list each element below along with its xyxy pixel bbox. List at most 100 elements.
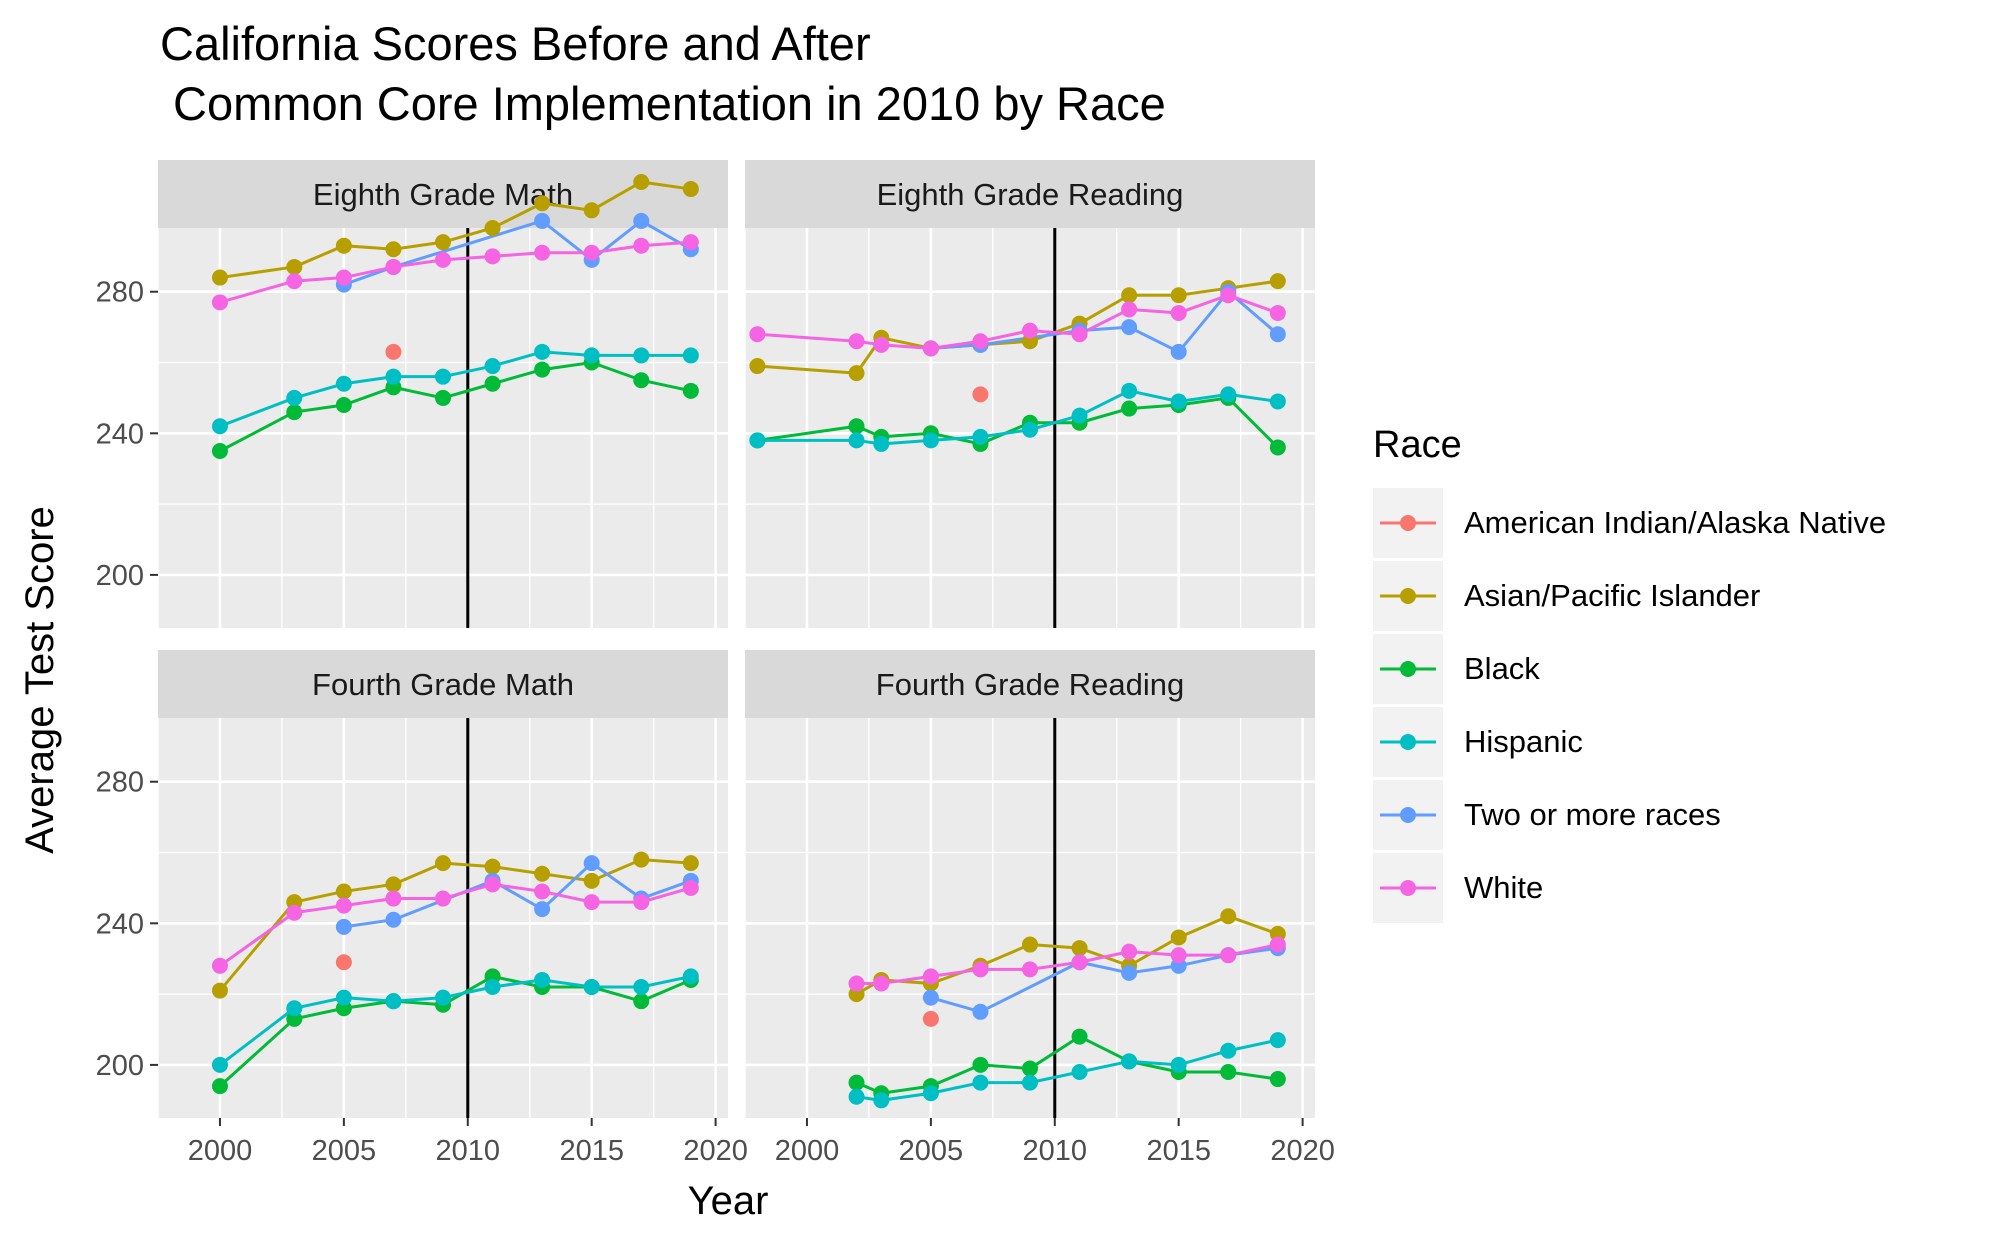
- data-point: [335, 954, 352, 971]
- legend-label: Hispanic: [1464, 724, 1583, 759]
- data-point: [848, 418, 865, 435]
- data-point: [1121, 382, 1138, 399]
- data-point: [484, 220, 501, 236]
- legend-key-point: [1400, 661, 1416, 677]
- y-tick-label: 240: [96, 418, 144, 450]
- data-point: [633, 894, 650, 911]
- data-point: [848, 975, 865, 992]
- data-point: [848, 1074, 865, 1091]
- panel-strip: [158, 160, 728, 228]
- data-point: [873, 336, 890, 353]
- panel-background: [158, 228, 728, 628]
- series-line: [855, 914, 1279, 996]
- x-tick-label: 2020: [683, 1135, 748, 1167]
- data-point: [583, 979, 600, 996]
- series-line: [219, 180, 692, 280]
- data-point: [848, 432, 865, 449]
- y-tick-label: 200: [96, 560, 144, 592]
- x-axis-ticks: 2000 2005 2010 2015 2020 2000 2005 2010 2015 2020: [188, 1118, 1335, 1167]
- y-tick-label: 240: [96, 908, 144, 940]
- x-tick-label: 2000: [775, 1135, 840, 1167]
- legend-item: Black: [1373, 634, 1540, 704]
- x-tick-label: 2010: [436, 1135, 501, 1167]
- legend-item: Asian/Pacific Islander: [1373, 561, 1760, 631]
- data-point: [1121, 287, 1138, 304]
- panel: Eighth Grade Reading: [744, 160, 1315, 628]
- panel-background: [745, 718, 1315, 1118]
- data-point: [335, 237, 352, 254]
- data-point: [1220, 1042, 1237, 1059]
- data-point: [633, 851, 650, 868]
- data-point: [1022, 961, 1038, 978]
- data-point: [749, 358, 766, 375]
- data-point: [534, 343, 551, 360]
- data-point: [922, 1085, 939, 1102]
- data-point: [1022, 936, 1038, 953]
- data-point: [484, 248, 501, 265]
- data-point: [1022, 1060, 1038, 1077]
- data-point: [583, 202, 600, 219]
- legend-item: Hispanic: [1373, 707, 1583, 777]
- x-tick-label: 2005: [312, 1135, 377, 1167]
- data-point: [211, 957, 228, 974]
- data-point: [1121, 301, 1138, 318]
- series-line: [219, 240, 691, 304]
- data-point: [633, 212, 650, 229]
- panel-background: [158, 718, 728, 1118]
- data-point: [435, 389, 451, 406]
- y-tick-label: 280: [96, 277, 144, 309]
- legend-key-point: [1400, 734, 1416, 750]
- data-point: [335, 989, 352, 1006]
- data-point: [1220, 947, 1237, 964]
- data-point: [1121, 319, 1138, 336]
- data-point: [211, 1078, 228, 1095]
- data-point: [484, 858, 501, 875]
- data-point: [1071, 407, 1088, 424]
- data-point: [211, 269, 228, 286]
- data-point: [972, 386, 989, 403]
- data-point: [1269, 936, 1286, 953]
- data-point: [1071, 326, 1088, 343]
- panel-strip: [158, 650, 728, 718]
- chart-title-line-1: California Scores Before and After: [160, 17, 871, 70]
- panel-title: Fourth Grade Reading: [876, 667, 1184, 702]
- data-point: [1269, 439, 1286, 456]
- series-line: [856, 1038, 1279, 1102]
- legend-label: White: [1464, 870, 1543, 905]
- panel: Eighth Grade Math: [157, 160, 728, 628]
- data-point: [1121, 943, 1138, 960]
- data-point: [583, 855, 600, 872]
- legend-label: Black: [1464, 651, 1540, 686]
- data-point: [534, 212, 551, 229]
- data-point: [435, 890, 451, 907]
- data-point: [1220, 287, 1237, 304]
- data-point: [922, 432, 939, 449]
- y-axis-label: Average Test Score: [18, 506, 62, 854]
- data-point: [435, 989, 451, 1006]
- data-point: [972, 961, 989, 978]
- data-point: [1121, 964, 1138, 981]
- legend: Race American Indian/Alaska Native Asian/…: [1373, 424, 1886, 923]
- data-point: [682, 382, 699, 399]
- data-point: [1170, 287, 1187, 304]
- data-point: [1269, 326, 1286, 343]
- data-point: [972, 1003, 989, 1020]
- data-point: [335, 269, 352, 286]
- data-point: [1121, 400, 1138, 417]
- data-point: [534, 883, 551, 900]
- data-point: [534, 195, 551, 212]
- data-point: [1220, 908, 1237, 925]
- data-point: [286, 258, 303, 275]
- panel-title: Eighth Grade Reading: [877, 177, 1184, 212]
- data-point: [435, 368, 451, 385]
- data-point: [1071, 1063, 1088, 1080]
- legend-title: Race: [1373, 424, 1462, 466]
- data-point: [873, 975, 890, 992]
- data-point: [435, 855, 451, 872]
- data-point: [534, 865, 551, 882]
- legend-key-point: [1400, 880, 1416, 896]
- data-point: [682, 879, 699, 896]
- data-point: [335, 396, 352, 413]
- data-point: [534, 361, 551, 378]
- data-point: [922, 1010, 939, 1027]
